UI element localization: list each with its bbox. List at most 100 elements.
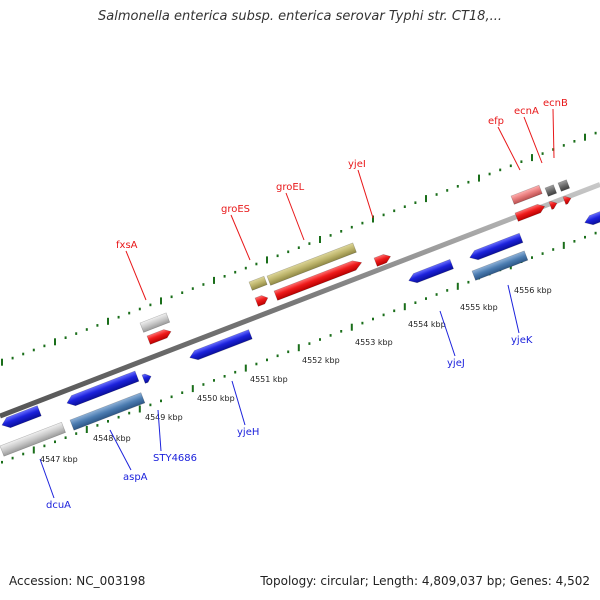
minor-tick (170, 295, 173, 299)
minor-tick (170, 395, 173, 399)
gene-label[interactable]: ecnB (543, 98, 568, 109)
minor-tick (223, 275, 226, 278)
minor-tick (43, 344, 46, 348)
minor-tick (594, 131, 597, 135)
gene-leader-line (507, 284, 520, 334)
gene-label[interactable]: yjeK (511, 335, 533, 346)
major-tick (478, 174, 480, 182)
yjeH-gene[interactable] (188, 329, 253, 363)
kbp-tick-label: 4550 kbp (197, 394, 235, 403)
minor-tick (75, 432, 78, 435)
minor-tick (96, 324, 99, 327)
gene-label[interactable]: yjeH (237, 427, 259, 438)
minor-tick (584, 235, 586, 239)
minor-tick (446, 289, 449, 292)
gene-label[interactable]: yjeI (348, 159, 366, 170)
gene-label[interactable]: efp (488, 116, 504, 127)
groES-rna[interactable] (248, 275, 268, 291)
yjeJ-gene[interactable] (407, 259, 454, 285)
minor-tick (594, 231, 597, 235)
dcuA-rna[interactable] (0, 421, 66, 457)
minor-tick (393, 209, 396, 213)
map-title: Salmonella enterica subsp. enterica sero… (98, 9, 502, 24)
minor-tick (403, 205, 406, 208)
minor-tick (255, 262, 258, 266)
gene-label[interactable]: aspA (123, 472, 148, 483)
minor-tick (255, 362, 258, 366)
gene-leader-line (552, 108, 555, 159)
kbp-tick-label: 4556 kbp (514, 286, 552, 295)
genome-backbone (0, 182, 600, 419)
minor-tick (340, 230, 343, 233)
gene-label[interactable]: yjeJ (447, 358, 465, 369)
major-tick (54, 338, 56, 346)
kbp-tick-label: 4551 kbp (250, 375, 288, 384)
minor-tick (287, 350, 290, 354)
fxsA-gene[interactable] (146, 327, 173, 345)
major-tick (350, 323, 353, 331)
minor-tick (393, 309, 396, 313)
minor-tick (382, 213, 385, 217)
yjeK-other[interactable] (471, 250, 529, 281)
kbp-tick-label: 4555 kbp (460, 303, 498, 312)
gene-label[interactable]: STY4686 (153, 453, 197, 464)
gene-label[interactable]: ecnA (514, 106, 539, 117)
ecnA-rna[interactable] (544, 184, 558, 197)
groEL-gene[interactable] (273, 258, 363, 301)
kbp-tick-label: 4548 kbp (93, 434, 131, 443)
minor-tick (22, 452, 25, 456)
yjeI-gene[interactable] (373, 252, 392, 267)
STY4686-gene[interactable] (141, 372, 153, 384)
minor-tick (414, 201, 417, 204)
major-tick (425, 195, 427, 203)
minor-tick (372, 317, 374, 321)
gene-label[interactable]: groEL (276, 182, 305, 193)
major-tick (85, 426, 88, 433)
minor-tick (202, 383, 205, 386)
ecnA-gene[interactable] (548, 199, 558, 210)
efp-gene[interactable] (514, 202, 546, 222)
dcuA-gene[interactable] (0, 405, 42, 431)
aspA-other[interactable] (69, 392, 146, 431)
yjeK-gene[interactable] (468, 232, 524, 262)
ecnB-rna[interactable] (557, 179, 571, 192)
kbp-tick-label: 4554 kbp (408, 320, 446, 329)
minor-tick (234, 270, 237, 274)
next-gene[interactable] (583, 208, 600, 227)
accession-label: Accession: NC_003198 (9, 574, 146, 588)
minor-tick (138, 307, 141, 311)
ecnB-gene[interactable] (562, 194, 572, 205)
gene-leader-line (357, 169, 374, 219)
minor-tick (244, 266, 247, 270)
gene-leader-line (230, 214, 251, 261)
minor-tick (149, 403, 152, 407)
gene-label[interactable]: dcuA (46, 500, 71, 511)
minor-tick (308, 242, 311, 245)
minor-tick (562, 144, 565, 147)
minor-tick (128, 311, 131, 315)
minor-tick (435, 293, 438, 296)
major-tick (32, 446, 35, 454)
gene-label[interactable]: fxsA (116, 240, 138, 251)
major-tick (403, 303, 406, 311)
kbp-tick-label: 4547 kbp (40, 455, 78, 464)
genome-summary: Topology: circular; Length: 4,809,037 bp… (260, 574, 590, 588)
minor-tick (520, 160, 523, 163)
minor-tick (32, 348, 35, 352)
minor-tick (181, 391, 184, 394)
gene-label[interactable]: groES (221, 204, 250, 215)
gene-leader-line (125, 250, 147, 301)
gene-features (0, 179, 600, 457)
groEL-rna[interactable] (266, 242, 357, 286)
minor-tick (488, 172, 491, 176)
groES-gene[interactable] (254, 294, 269, 307)
fxsA-rna[interactable] (139, 312, 171, 333)
gene-leader-line (285, 192, 305, 241)
minor-tick (382, 313, 385, 317)
aspA-gene[interactable] (65, 370, 140, 408)
kbp-tick-label: 4553 kbp (355, 338, 393, 347)
efp-rna[interactable] (510, 184, 543, 205)
gene-leader-line (39, 458, 55, 499)
minor-tick (22, 352, 25, 356)
